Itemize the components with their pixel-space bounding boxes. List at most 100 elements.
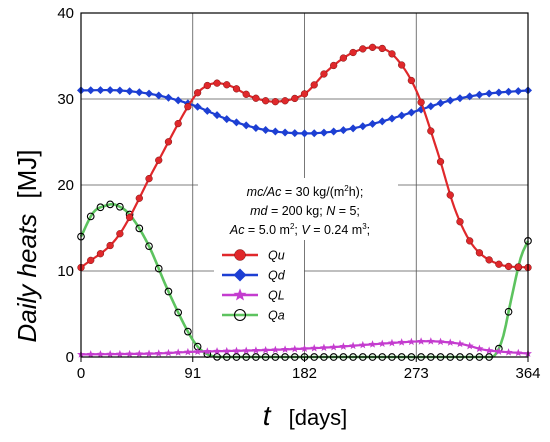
y-axis-title-text: Daily heats: [12, 214, 42, 343]
series-marker-qd: [494, 88, 503, 97]
series-marker-qd: [397, 111, 406, 120]
series-ql: [77, 337, 532, 358]
series-marker-ql: [174, 348, 183, 356]
series-marker-qu: [514, 263, 522, 271]
series-marker-ql: [135, 349, 144, 358]
series-marker-qu: [184, 103, 192, 111]
series-marker-ql: [310, 344, 319, 352]
series-marker-ql: [465, 341, 474, 350]
series-marker-qu: [485, 256, 493, 264]
series-marker-qd: [368, 119, 377, 128]
series-marker-qd: [475, 90, 484, 99]
series-marker-qd: [378, 117, 387, 126]
y-tick-label: 30: [57, 91, 74, 108]
series-marker-qu: [96, 250, 105, 258]
series-marker-ql: [475, 344, 484, 353]
legend-label: Qu: [268, 249, 285, 263]
x-axis-title: t [days]: [263, 400, 348, 431]
annotation-line-1: mc/Ac = 30 kg/(m2h);: [247, 184, 364, 199]
legend-background: [214, 240, 304, 324]
series-marker-qd: [86, 86, 95, 95]
series-marker-qu: [349, 48, 357, 57]
series-marker-qu: [475, 249, 484, 257]
series-marker-qd: [446, 96, 455, 105]
x-axis-title-symbol: t: [263, 400, 272, 431]
series-marker-ql: [232, 346, 241, 355]
series-marker-qd: [339, 126, 348, 135]
y-tick-label: 0: [66, 349, 74, 366]
series-marker-qd: [154, 91, 163, 100]
series-marker-ql: [86, 350, 95, 358]
series-marker-qu: [125, 213, 134, 222]
series-marker-qd: [329, 127, 338, 136]
series-marker-qu: [203, 81, 211, 90]
series-marker-qd: [135, 88, 144, 97]
legend-marker: [233, 268, 247, 282]
y-tick-label: 40: [57, 5, 74, 22]
series-marker-ql: [319, 343, 328, 352]
legend-marker: [233, 308, 247, 322]
series-marker-ql: [145, 349, 153, 358]
x-tick-label: 364: [515, 365, 540, 382]
series-marker-qa: [154, 264, 163, 273]
series-marker-ql: [446, 338, 455, 346]
series-marker-qu: [407, 76, 416, 85]
series-marker-qu: [271, 98, 279, 106]
series-marker-qd: [251, 123, 260, 132]
series-marker-qu: [417, 98, 425, 106]
series-marker-qu: [446, 191, 454, 199]
series-marker-qu: [398, 61, 406, 69]
series-marker-qa: [504, 307, 513, 316]
legend-marker: [233, 288, 247, 301]
series-marker-ql: [456, 339, 464, 348]
series-marker-qd: [203, 106, 212, 115]
series-marker-ql: [125, 349, 134, 358]
annotation-background: [198, 178, 398, 240]
series-marker-ql: [203, 347, 212, 355]
series-marker-qu: [223, 81, 231, 89]
series-marker-qa: [106, 200, 115, 209]
series-marker-ql: [388, 338, 396, 347]
y-axis-title-unit: [MJ]: [12, 150, 42, 199]
series-marker-ql: [417, 337, 426, 345]
series-marker-ql: [96, 350, 105, 358]
series-marker-qd: [387, 114, 396, 123]
series-marker-qd: [232, 118, 241, 127]
series-marker-qd: [504, 87, 513, 96]
series-marker-qu: [330, 61, 338, 70]
series-marker-qu: [310, 81, 318, 89]
series-marker-qd: [514, 87, 523, 96]
series-marker-qu: [164, 138, 173, 146]
series-marker-qd: [213, 111, 222, 120]
x-tick-label: 182: [292, 365, 317, 382]
series-marker-qa: [184, 327, 192, 336]
series-layer: [77, 43, 532, 361]
series-marker-qd: [125, 87, 134, 96]
series-marker-qu: [320, 70, 328, 78]
series-marker-qu: [291, 94, 299, 103]
series-marker-qu: [378, 44, 386, 53]
series-marker-qd: [407, 108, 416, 117]
series-marker-qd: [271, 127, 280, 136]
series-marker-qu: [252, 94, 260, 102]
series-marker-qu: [232, 85, 241, 93]
series-marker-qa: [135, 224, 144, 233]
series-marker-ql: [436, 337, 445, 346]
tick-labels: 0 91 182 273 364 0 10 20 30 40: [57, 5, 540, 382]
series-marker-qu: [436, 157, 445, 166]
series-marker-qd: [319, 128, 328, 137]
series-marker-qd: [106, 86, 115, 95]
legend-label: Qa: [268, 309, 285, 323]
series-marker-ql: [222, 346, 231, 355]
series-marker-ql: [251, 346, 260, 354]
series-marker-qd: [115, 86, 124, 95]
series-marker-qu: [466, 237, 474, 245]
series-marker-qd: [485, 89, 494, 98]
legend-marker: [234, 249, 246, 261]
series-marker-qu: [135, 194, 143, 202]
series-marker-ql: [504, 348, 513, 356]
series-marker-qd: [358, 122, 367, 131]
series-marker-qu: [155, 156, 163, 164]
legend-item-qu: Qu: [222, 249, 285, 263]
x-tick-label: 91: [184, 365, 201, 382]
